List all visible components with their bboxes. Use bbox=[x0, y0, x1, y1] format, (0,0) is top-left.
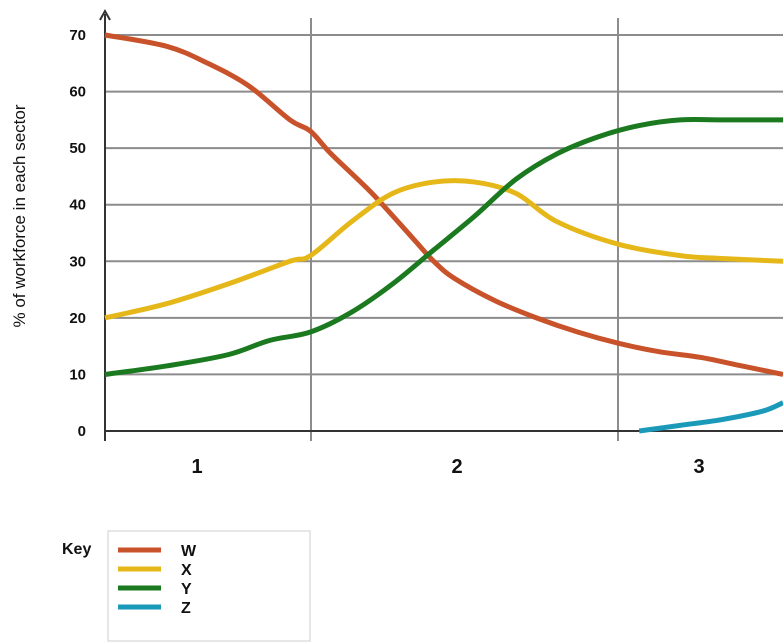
y-axis-label: % of workforce in each sector bbox=[10, 104, 29, 327]
y-tick-label: 10 bbox=[69, 366, 86, 383]
y-tick-label: 30 bbox=[69, 253, 86, 270]
y-tick-label: 70 bbox=[69, 27, 86, 44]
x-tick-label: 1 bbox=[191, 456, 202, 478]
y-tick-label: 0 bbox=[78, 423, 86, 440]
series-line-w bbox=[104, 32, 783, 377]
y-tick-label: 60 bbox=[69, 84, 86, 101]
legend-label-w: W bbox=[181, 543, 197, 560]
series-line-y bbox=[104, 116, 783, 377]
tick-labels: 0 10 20 30 40 50 60 70 1 2 3 bbox=[69, 27, 704, 478]
legend-title: Key bbox=[62, 541, 91, 558]
legend-label-z: Z bbox=[181, 600, 191, 617]
series-layer bbox=[104, 32, 783, 434]
grid-lines bbox=[105, 18, 783, 441]
series-line-z bbox=[638, 400, 783, 434]
y-tick-label: 40 bbox=[69, 197, 86, 214]
legend-label-y: Y bbox=[181, 581, 192, 598]
x-tick-label: 3 bbox=[693, 456, 704, 478]
x-tick-label: 2 bbox=[451, 456, 462, 478]
y-tick-label: 20 bbox=[69, 310, 86, 327]
y-axis-arrow bbox=[99, 8, 111, 21]
axes bbox=[99, 8, 783, 441]
series-line-x bbox=[104, 178, 783, 321]
legend-label-x: X bbox=[181, 562, 192, 579]
y-tick-label: 50 bbox=[69, 140, 86, 157]
